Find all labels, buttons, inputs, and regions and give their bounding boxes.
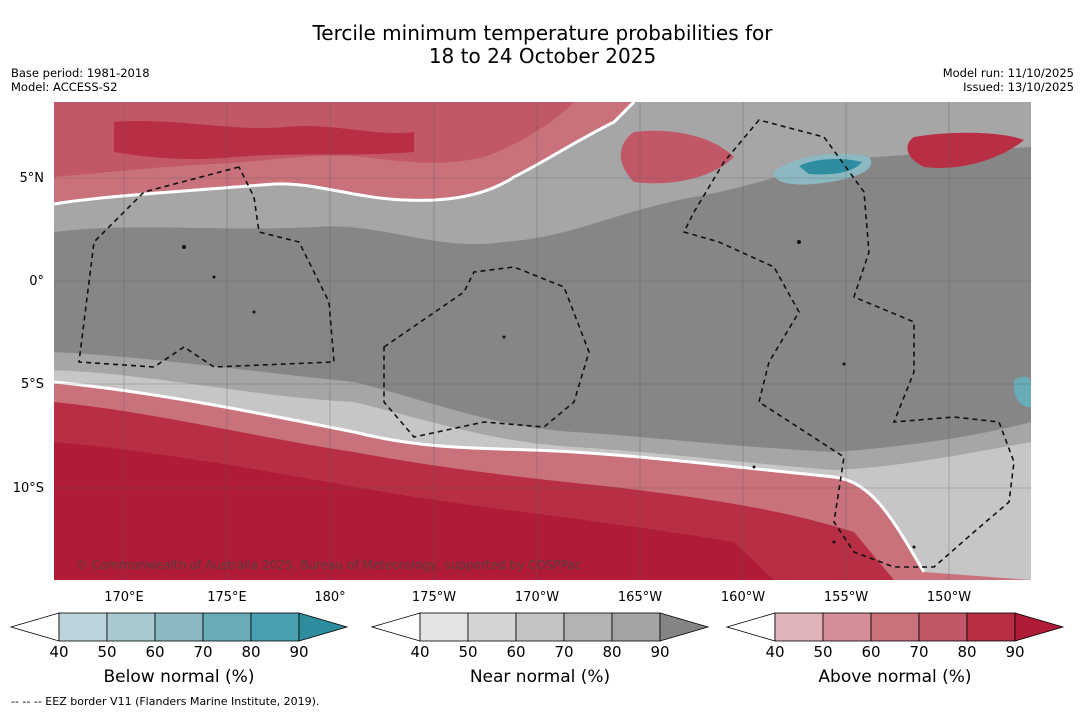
model-name: Model: ACCESS-S2: [11, 80, 118, 94]
cb1-segment-3: [154, 612, 204, 642]
chart-title: Tercile minimum temperature probabilitie…: [0, 22, 1085, 68]
cb2-segment-5: [611, 612, 661, 642]
cb3-tick-70: 70: [909, 643, 929, 661]
cb2-segment-2: [467, 612, 517, 642]
meta-left: Base period: 1981-2018 Model: ACCESS-S2: [11, 66, 150, 94]
lon-label-160w: 160°W: [720, 590, 766, 605]
title-line-1: Tercile minimum temperature probabilitie…: [312, 21, 773, 45]
title-line-2: 18 to 24 October 2025: [428, 44, 657, 68]
cb2-segment-1: [419, 612, 469, 642]
cb2-extend-low: [370, 612, 421, 642]
lon-label-165w: 165°W: [617, 590, 663, 605]
cb1-extend-low: [9, 612, 60, 642]
above-normal-south-peak: [54, 442, 774, 580]
lat-label-10s: 10°S: [12, 481, 44, 496]
cb1-segment-4: [202, 612, 252, 642]
cb1-tick-80: 80: [241, 643, 261, 661]
map-svg: [54, 102, 1031, 580]
cb2-title: Near normal (%): [469, 667, 611, 687]
cb3-tick-80: 80: [957, 643, 977, 661]
cb2-tick-90: 90: [650, 643, 670, 661]
cb3-segment-4: [918, 612, 968, 642]
cb2-tick-60: 60: [506, 643, 526, 661]
eez-borders: [78, 119, 1015, 568]
lon-label-155w: 155°W: [823, 590, 869, 605]
cb1-segment-1: [58, 612, 108, 642]
lon-label-170e: 170°E: [104, 590, 144, 605]
cb1-tick-40: 40: [49, 643, 69, 661]
cb1-segment-2: [106, 612, 156, 642]
probability-map: [54, 102, 1031, 580]
cb3-tick-90: 90: [1005, 643, 1025, 661]
lat-label-5s: 5°S: [20, 377, 44, 392]
cb1-extend-high: [298, 612, 349, 642]
cb3-tick-50: 50: [813, 643, 833, 661]
cb2-segment-3: [515, 612, 565, 642]
cb3-segment-1: [774, 612, 824, 642]
cb3-segment-2: [822, 612, 872, 642]
cb3-title: Above normal (%): [818, 667, 972, 687]
lon-label-180: 180°: [314, 590, 346, 605]
cb3-tick-60: 60: [861, 643, 881, 661]
lon-label-175e: 175°E: [207, 590, 247, 605]
contour-north: [54, 102, 636, 206]
cb2-tick-70: 70: [554, 643, 574, 661]
lon-label-150w: 150°W: [926, 590, 972, 605]
base-period: Base period: 1981-2018: [11, 66, 150, 80]
contour-south: [54, 380, 926, 573]
cb2-tick-50: 50: [458, 643, 478, 661]
lon-label-170w: 170°W: [514, 590, 560, 605]
cb1-tick-90: 90: [289, 643, 309, 661]
cb3-segment-3: [870, 612, 920, 642]
cb1-tick-50: 50: [97, 643, 117, 661]
issued-date: Issued: 13/10/2025: [963, 80, 1074, 94]
cb2-tick-40: 40: [410, 643, 430, 661]
cb1-tick-60: 60: [145, 643, 165, 661]
cb2-segment-4: [563, 612, 613, 642]
lon-label-175w: 175°W: [411, 590, 457, 605]
model-run: Model run: 11/10/2025: [942, 66, 1074, 80]
islands: [182, 240, 916, 549]
above-normal-north-peak: [114, 120, 414, 160]
graticule: [54, 102, 1031, 580]
cb3-extend-low: [725, 612, 776, 642]
lat-label-0: 0°: [29, 274, 44, 289]
cb3-segment-5: [966, 612, 1016, 642]
cb2-tick-80: 80: [602, 643, 622, 661]
colorbars: [9, 612, 1065, 642]
cb3-extend-high: [1014, 612, 1065, 642]
cb1-segment-5: [250, 612, 300, 642]
cb2-extend-high: [659, 612, 710, 642]
above-normal-north-far-east: [907, 132, 1024, 168]
cb1-tick-70: 70: [193, 643, 213, 661]
cb3-tick-40: 40: [765, 643, 785, 661]
cb1-title: Below normal (%): [103, 667, 255, 687]
lat-label-5n: 5°N: [19, 171, 45, 186]
copyright-notice: © Commonwealth of Australia 2025, Bureau…: [76, 558, 582, 572]
meta-right: Model run: 11/10/2025 Issued: 13/10/2025: [943, 66, 1074, 94]
above-normal-north-east: [620, 130, 734, 184]
eez-footnote: -- -- -- EEZ border V11 (Flanders Marine…: [11, 695, 320, 708]
